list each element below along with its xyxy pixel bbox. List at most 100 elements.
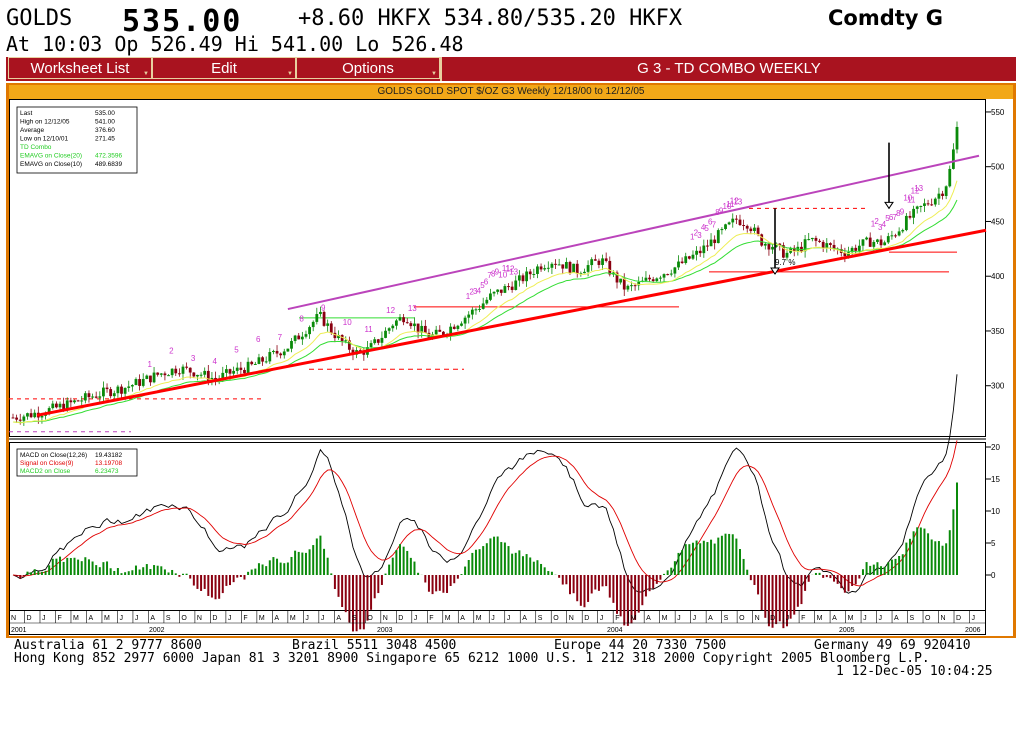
td-count-label: 13 — [914, 184, 923, 193]
x-month-label: M — [476, 615, 482, 622]
x-month-label: M — [73, 615, 79, 622]
x-month-label: N — [755, 615, 760, 622]
candle-body — [387, 328, 391, 331]
candle-body — [228, 369, 232, 374]
candle-body — [499, 289, 503, 293]
x-month-label: A — [708, 615, 713, 622]
candle-body — [69, 400, 73, 403]
td-count-label: 5 — [704, 224, 709, 233]
candle-body — [149, 375, 152, 383]
footer-contacts: Hong Kong 852 2977 6000 Japan 81 3 3201 … — [14, 651, 930, 666]
legend-value: 376.60 — [95, 127, 115, 134]
candle-body — [376, 339, 380, 343]
x-year-label: 2005 — [839, 627, 855, 634]
candle-body — [756, 227, 760, 235]
x-month-label: M — [817, 615, 823, 622]
x-month-label: D — [26, 615, 31, 622]
candle-body — [734, 218, 738, 220]
legend-value: 541.00 — [95, 119, 115, 126]
macd-y-tick-label: 0 — [991, 571, 996, 580]
candle-body — [886, 236, 890, 243]
candle-body — [564, 261, 568, 269]
edit-menu[interactable]: Edit ▼ — [152, 57, 296, 79]
chart-area[interactable]: GOLDS GOLD SPOT $/OZ G3 Weekly 12/18/00 … — [9, 85, 1013, 636]
candle-body — [123, 387, 127, 394]
candle-body — [912, 208, 915, 218]
candle-body — [941, 193, 944, 196]
candle-body — [55, 403, 58, 408]
candle-body — [771, 246, 774, 250]
candle-body — [235, 367, 239, 371]
candle-body — [727, 222, 731, 225]
td-count-label: 11 — [726, 200, 735, 209]
candle-body — [474, 309, 478, 311]
candle-body — [749, 228, 753, 232]
x-month-label: O — [739, 615, 745, 622]
candle-body — [442, 331, 445, 336]
y-tick-label: 550 — [991, 108, 1005, 117]
price-legend — [16, 106, 138, 174]
y-tick-label: 450 — [991, 217, 1005, 226]
candle-body — [391, 325, 395, 329]
candle-body — [481, 303, 485, 309]
candle-body — [380, 337, 384, 343]
candle-body — [257, 357, 261, 364]
candle-body — [290, 340, 293, 349]
td-count-label: 7 — [712, 221, 717, 230]
candle-body — [767, 243, 771, 250]
candle-body — [590, 259, 594, 266]
legend-value: 489.6839 — [95, 161, 122, 168]
candle-body — [933, 198, 937, 205]
x-month-label: M — [631, 615, 637, 622]
candle-body — [221, 372, 225, 379]
footer-australia: Australia 61 2 9777 8600 — [14, 638, 202, 653]
options-menu[interactable]: Options ▼ — [296, 57, 440, 79]
quote-header: GOLDS 535.00 +8.60 HKFX 534.80/535.20 HK… — [6, 2, 1016, 56]
footer-timestamp: 1 12-Dec-05 10:04:25 — [836, 664, 993, 679]
candle-body — [687, 256, 691, 259]
candle-body — [655, 278, 659, 282]
x-month-label: J — [972, 615, 976, 622]
x-month-label: J — [600, 615, 604, 622]
candle-body — [883, 242, 887, 246]
td-count-label: 6 — [256, 335, 261, 344]
candle-body — [174, 368, 178, 374]
candle-body — [662, 274, 666, 278]
candle-body — [159, 373, 163, 375]
candle-body — [120, 386, 123, 394]
ema20-line — [12, 199, 958, 423]
legend-label: Low on 12/10/01 — [20, 136, 68, 143]
x-month-label: J — [321, 615, 325, 622]
x-month-label: F — [243, 615, 247, 622]
candle-body — [18, 419, 22, 421]
x-month-label: M — [445, 615, 451, 622]
candle-body — [955, 126, 959, 150]
td-count-label: 13 — [509, 268, 518, 277]
x-month-label: S — [724, 615, 729, 622]
x-month-label: D — [212, 615, 217, 622]
candle-body — [438, 329, 442, 332]
candle-body — [702, 245, 706, 254]
candle-body — [814, 237, 818, 241]
candle-body — [167, 375, 170, 377]
candle-body — [695, 250, 698, 255]
candle-body — [517, 275, 521, 281]
candle-body — [373, 339, 377, 344]
td-count-label: 7 — [278, 333, 283, 342]
candle-body — [405, 322, 409, 324]
candle-body — [112, 393, 116, 397]
candle-body — [300, 336, 304, 340]
worksheet-list-menu[interactable]: Worksheet List ▼ — [8, 57, 152, 79]
candle-body — [897, 231, 901, 236]
legend-label: Last — [20, 110, 32, 117]
candle-body — [923, 203, 926, 206]
chevron-down-icon: ▼ — [431, 71, 437, 77]
legend-label: High on 12/12/05 — [20, 119, 70, 126]
candle-body — [539, 266, 543, 270]
macd-y-tick-label: 10 — [991, 507, 1000, 516]
candle-body — [51, 403, 55, 409]
candle-body — [677, 261, 680, 268]
chart-frame: GOLDS GOLD SPOT $/OZ G3 Weekly 12/18/00 … — [6, 83, 1016, 638]
macd-pane — [9, 442, 986, 611]
